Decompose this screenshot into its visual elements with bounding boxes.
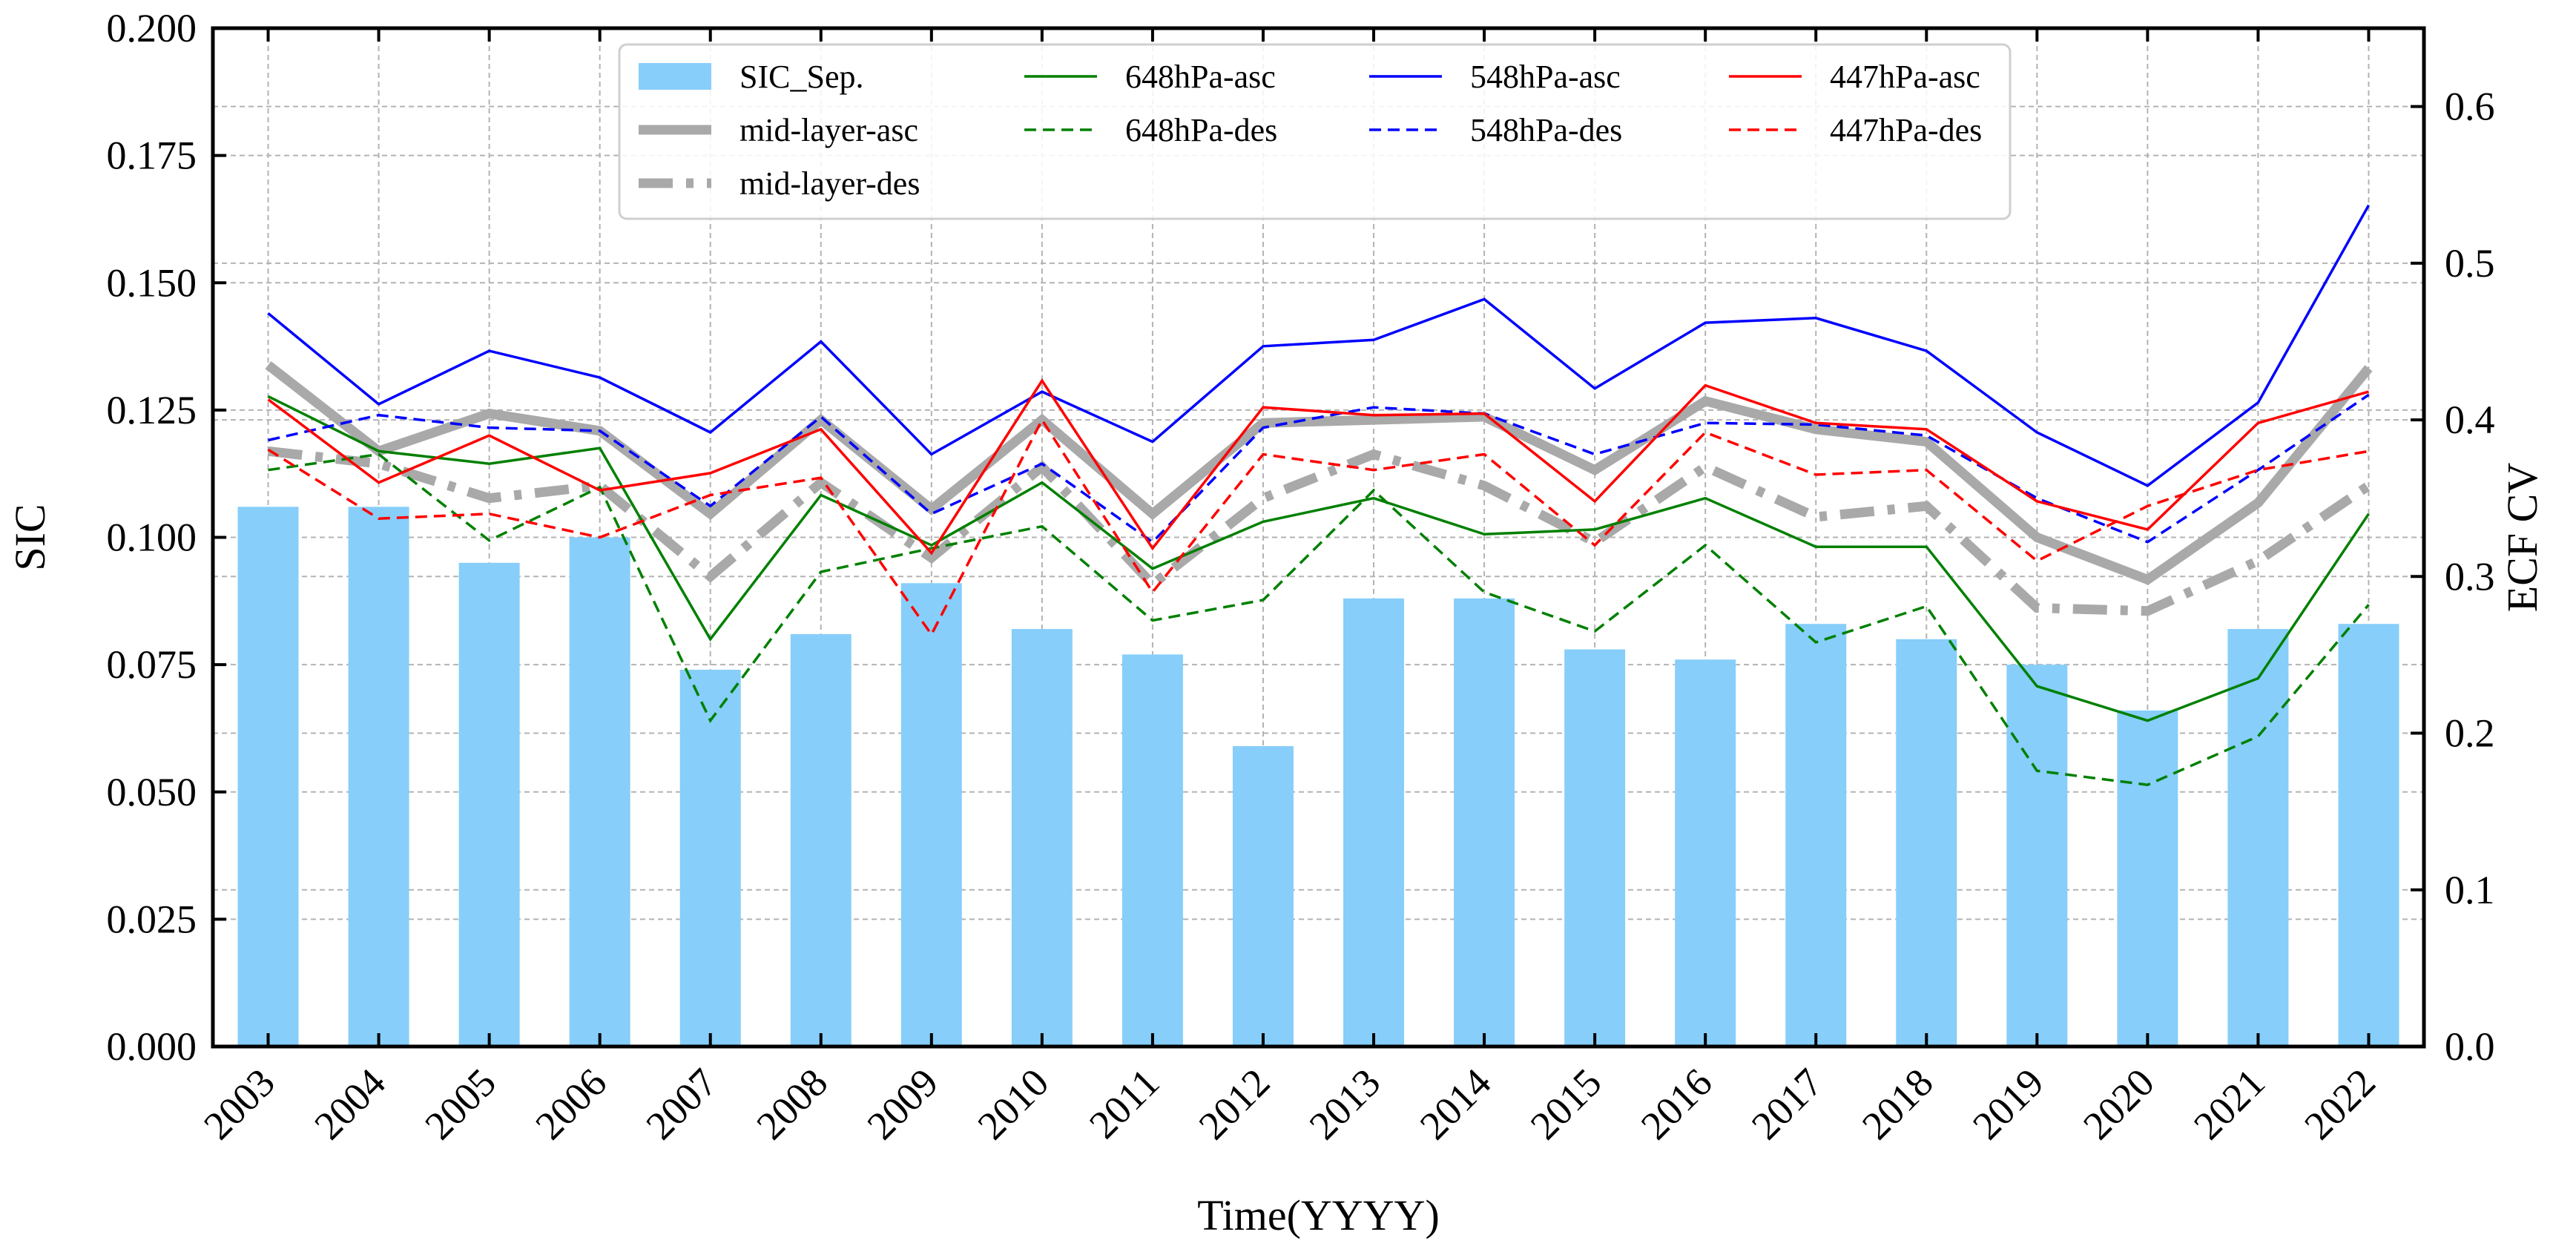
x-tick-label-2003: 2003 bbox=[195, 1060, 283, 1148]
legend-label-648hPa-asc: 648hPa-asc bbox=[1125, 59, 1276, 95]
x-tick-label-2013: 2013 bbox=[1301, 1060, 1389, 1148]
legend-label-mid-layer-asc: mid-layer-asc bbox=[739, 112, 918, 148]
series-line-648hPa-asc bbox=[267, 395, 2370, 722]
legend-label-447hPa-des: 447hPa-des bbox=[1830, 112, 1982, 148]
x-tick-label-2007: 2007 bbox=[637, 1060, 725, 1148]
y-left-tick-label-5: 0.125 bbox=[107, 388, 197, 432]
legend-label-447hPa-asc: 447hPa-asc bbox=[1830, 59, 1980, 95]
x-tick-label-2022: 2022 bbox=[2296, 1060, 2384, 1148]
y-right-tick-label-4: 0.4 bbox=[2445, 398, 2495, 442]
x-tick-label-2011: 2011 bbox=[1081, 1060, 1167, 1147]
y-left-tick-label-4: 0.100 bbox=[107, 515, 197, 560]
series-line-548hPa-des bbox=[268, 393, 2370, 544]
series-line-548hPa-asc bbox=[267, 204, 2371, 487]
x-tick-label-2014: 2014 bbox=[1411, 1060, 1500, 1148]
x-tick-label-2012: 2012 bbox=[1190, 1060, 1279, 1148]
y-left-tick-labels: 0.000 0.025 0.050 0.075 0.100 0.125 0.150 0.175… bbox=[107, 6, 197, 1069]
bar-2014 bbox=[1454, 598, 1515, 1047]
axis-ticks bbox=[213, 27, 2424, 1048]
legend-swatch-SIC_Sep. bbox=[639, 63, 711, 90]
legend-label-648hPa-des: 648hPa-des bbox=[1125, 112, 1277, 148]
legend-label-548hPa-des: 548hPa-des bbox=[1470, 112, 1622, 148]
y-left-tick-label-1: 0.025 bbox=[107, 897, 197, 941]
series-line-648hPa-des bbox=[268, 452, 2370, 786]
x-tick-label-2017: 2017 bbox=[1743, 1060, 1831, 1148]
bar-2019 bbox=[2006, 665, 2068, 1047]
x-tick-label-2021: 2021 bbox=[2185, 1060, 2273, 1148]
bar-2011 bbox=[1121, 654, 1183, 1047]
bar-2012 bbox=[1232, 745, 1294, 1047]
y-right-axis-title: ECF CV bbox=[2498, 463, 2546, 613]
bar-2022 bbox=[2338, 624, 2399, 1047]
bar-2018 bbox=[1896, 639, 1957, 1047]
bar-2009 bbox=[900, 583, 962, 1047]
lines-ecf-cv bbox=[265, 204, 2373, 786]
bar-2010 bbox=[1011, 629, 1073, 1047]
bar-2016 bbox=[1675, 659, 1736, 1047]
y-right-tick-label-2: 0.2 bbox=[2445, 711, 2495, 756]
x-tick-label-2020: 2020 bbox=[2075, 1060, 2163, 1148]
x-tick-label-2018: 2018 bbox=[1854, 1060, 1942, 1148]
x-tick-label-2005: 2005 bbox=[416, 1060, 504, 1148]
legend-label-548hPa-asc: 548hPa-asc bbox=[1470, 59, 1621, 95]
bar-2007 bbox=[679, 669, 741, 1047]
series-line-447hPa-des bbox=[267, 417, 2369, 637]
x-tick-label-2008: 2008 bbox=[748, 1060, 836, 1148]
x-tick-label-2009: 2009 bbox=[859, 1060, 947, 1148]
y-left-axis-title: SIC bbox=[6, 504, 54, 570]
y-right-tick-label-5: 0.5 bbox=[2445, 241, 2495, 286]
y-left-tick-label-8: 0.200 bbox=[107, 6, 197, 50]
y-right-tick-label-6: 0.6 bbox=[2445, 85, 2495, 129]
y-right-tick-label-0: 0.0 bbox=[2445, 1024, 2495, 1069]
x-tick-label-2015: 2015 bbox=[1522, 1060, 1610, 1148]
legend-label-SIC_Sep.: SIC_Sep. bbox=[739, 59, 863, 95]
bar-2005 bbox=[458, 562, 520, 1047]
y-left-tick-label-7: 0.175 bbox=[107, 134, 197, 178]
legend-label-mid-layer-des: mid-layer-des bbox=[739, 165, 920, 202]
series-line-447hPa-asc bbox=[267, 378, 2369, 556]
x-axis-title: Time(YYYY) bbox=[1197, 1191, 1440, 1239]
legend-box bbox=[618, 43, 2012, 220]
x-tick-label-2016: 2016 bbox=[1633, 1060, 1721, 1148]
y-left-tick-label-0: 0.000 bbox=[107, 1024, 197, 1069]
x-tick-labels: 2003 2004 2005 2006 2007 2008 2009 2010 2011 2012… bbox=[195, 1060, 2384, 1148]
x-tick-label-2010: 2010 bbox=[969, 1060, 1058, 1148]
series-line-mid-layer-des bbox=[267, 446, 2372, 616]
bar-2008 bbox=[790, 633, 851, 1047]
y-right-tick-label-3: 0.3 bbox=[2445, 554, 2495, 599]
bar-2013 bbox=[1343, 598, 1405, 1047]
bar-2021 bbox=[2227, 629, 2289, 1047]
bar-2017 bbox=[1785, 624, 1847, 1047]
x-tick-label-2019: 2019 bbox=[1964, 1060, 2052, 1148]
x-tick-label-2004: 2004 bbox=[306, 1060, 394, 1148]
bar-2015 bbox=[1564, 649, 1626, 1047]
y-left-tick-label-6: 0.150 bbox=[107, 260, 197, 305]
y-left-tick-label-3: 0.075 bbox=[107, 642, 197, 687]
y-left-tick-label-2: 0.050 bbox=[107, 770, 197, 814]
bar-2006 bbox=[569, 537, 630, 1047]
legend: SIC_Sep. 648hPa-asc 548hPa-asc 447hPa-asc mi… bbox=[618, 43, 2012, 220]
bar-2003 bbox=[237, 507, 299, 1047]
bars-sic-sep bbox=[237, 507, 2399, 1047]
x-tick-label-2006: 2006 bbox=[527, 1060, 615, 1148]
bar-2004 bbox=[348, 507, 409, 1047]
bar-2020 bbox=[2117, 710, 2178, 1047]
y-right-tick-labels: 0.0 0.1 0.2 0.3 0.4 0.5 0.6 bbox=[2445, 85, 2495, 1069]
y-right-tick-label-1: 0.1 bbox=[2445, 868, 2495, 912]
